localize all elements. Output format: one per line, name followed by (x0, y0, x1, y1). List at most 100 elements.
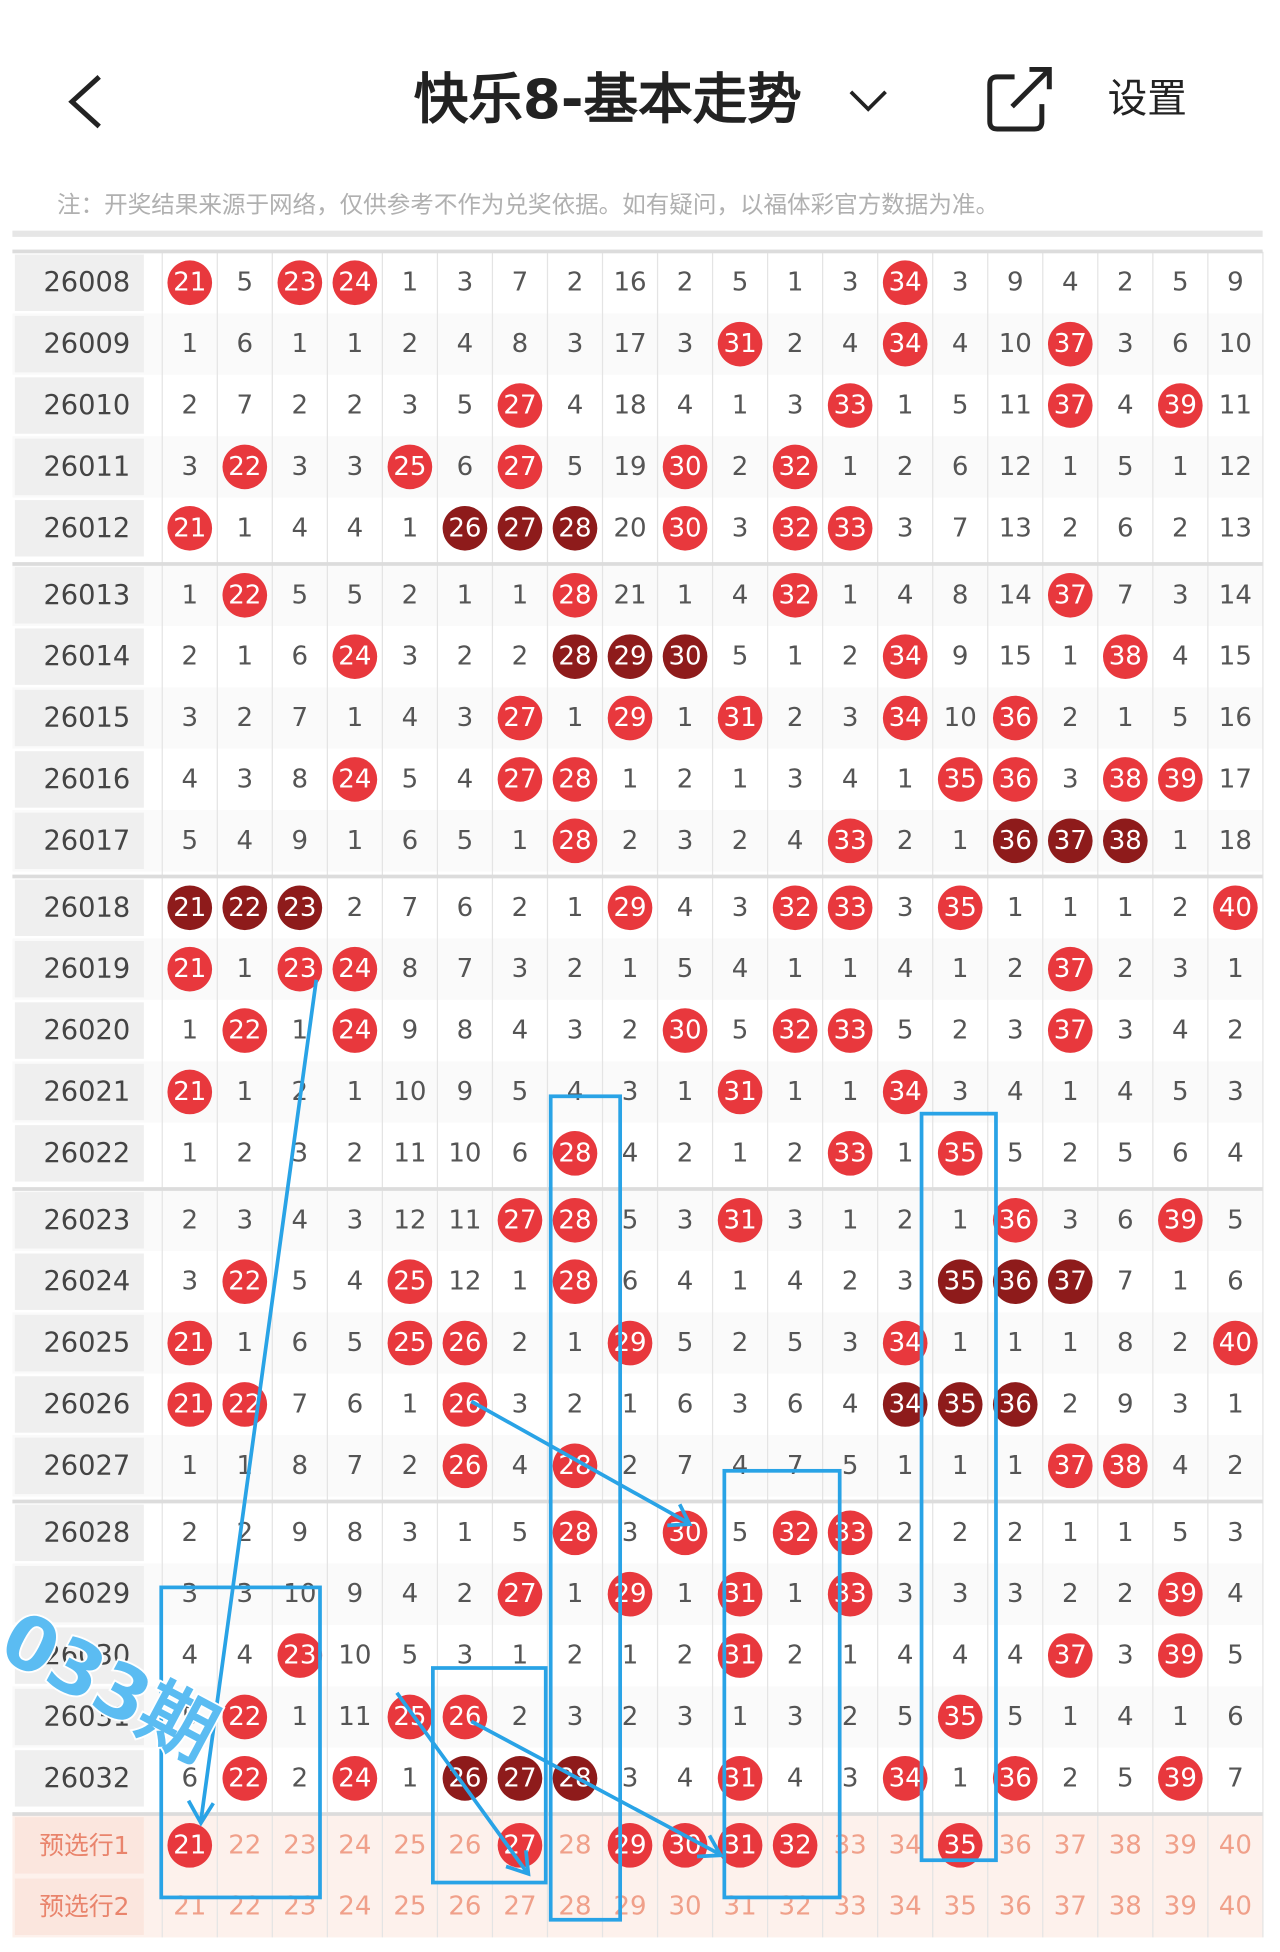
arrow (470, 1399, 693, 1528)
omission-number: 4 (181, 1641, 198, 1671)
title-dropdown[interactable] (849, 90, 887, 112)
omission-number: 19 (613, 452, 646, 482)
page-title[interactable]: 快乐8-基本走势 (414, 67, 802, 131)
omission-number: 1 (732, 764, 749, 794)
omission-number: 3 (402, 391, 419, 421)
omission-number: 2 (677, 1138, 694, 1168)
omission-number: 1 (787, 1579, 804, 1609)
omission-number: 8 (347, 1518, 364, 1548)
number-ball (222, 444, 268, 490)
period-label: 26015 (43, 703, 130, 734)
period-label: 26026 (43, 1389, 130, 1420)
ball-number: 34 (889, 1077, 922, 1107)
omission-number: 5 (897, 1016, 914, 1046)
number-ball (167, 1382, 213, 1427)
back-button[interactable] (68, 75, 101, 129)
number-ball (772, 1510, 818, 1556)
ball-number: 38 (1109, 764, 1142, 794)
omission-number: 7 (292, 1389, 309, 1419)
period-label: 26022 (43, 1138, 130, 1169)
ball-number: 39 (1164, 1579, 1197, 1609)
omission-number: 4 (677, 893, 694, 923)
omission-number: 2 (622, 1451, 639, 1481)
omission-number: 1 (347, 826, 364, 856)
number-ball (1047, 946, 1093, 992)
ball-number: 30 (668, 513, 701, 543)
ball-number: 29 (613, 893, 646, 923)
omission-number: 1 (622, 764, 639, 794)
number-ball (882, 695, 928, 741)
omission-number: 1 (1172, 452, 1189, 482)
row-background (12, 1502, 1263, 1564)
omission-number: 38 (1109, 1830, 1142, 1860)
ball-number: 31 (724, 329, 757, 359)
number-ball (772, 505, 818, 551)
number-ball (662, 634, 708, 679)
settings-button[interactable]: 设置 (1108, 76, 1187, 122)
number-ball (717, 1823, 763, 1868)
omission-number: 3 (457, 703, 474, 733)
omission-number: 21 (613, 580, 646, 610)
omission-number: 2 (402, 580, 419, 610)
omission-number: 2 (787, 703, 804, 733)
omission-number: 7 (512, 268, 529, 298)
omission-number: 1 (842, 1077, 859, 1107)
omission-number: 1 (1007, 1328, 1024, 1358)
omission-number: 3 (567, 329, 584, 359)
number-ball (827, 383, 873, 428)
preselect-label: 预选行2 (39, 1892, 129, 1921)
omission-number: 4 (457, 329, 474, 359)
omission-number: 2 (1062, 1389, 1079, 1419)
omission-number: 5 (1227, 1641, 1244, 1671)
number-ball (332, 260, 378, 306)
number-ball (1047, 1008, 1093, 1053)
ball-number: 33 (834, 1016, 867, 1046)
ball-number: 23 (283, 893, 316, 923)
omission-number: 4 (787, 1267, 804, 1297)
ball-number: 27 (503, 391, 536, 421)
ball-number: 27 (503, 703, 536, 733)
ball-number: 32 (779, 893, 812, 923)
share-button[interactable] (987, 66, 1052, 132)
number-ball (277, 885, 323, 931)
row-background (12, 1122, 1263, 1185)
omission-number: 1 (677, 703, 694, 733)
omission-number: 4 (237, 1641, 254, 1671)
omission-number: 3 (181, 1579, 198, 1609)
omission-number: 4 (237, 826, 254, 856)
group-separator (12, 874, 1263, 879)
number-ball (937, 885, 983, 931)
omission-number: 1 (292, 1016, 309, 1046)
omission-number: 7 (347, 1451, 364, 1481)
number-ball (1213, 885, 1258, 931)
ball-number: 33 (834, 391, 867, 421)
omission-number: 3 (512, 954, 529, 984)
omission-number: 2 (732, 1328, 749, 1358)
period-cell (14, 1750, 144, 1807)
number-ball (222, 572, 268, 618)
omission-number: 1 (1007, 1451, 1024, 1481)
number-ball (717, 695, 763, 741)
number-ball (222, 1694, 268, 1740)
period-cell (14, 628, 144, 685)
omission-number: 3 (842, 703, 859, 733)
number-ball (827, 1131, 873, 1176)
omission-number: 2 (181, 391, 198, 421)
omission-number: 1 (1172, 826, 1189, 856)
omission-number: 1 (237, 1328, 254, 1358)
omission-number: 3 (1227, 1077, 1244, 1107)
number-ball (277, 946, 323, 992)
number-ball (552, 757, 598, 802)
omission-number: 4 (732, 580, 749, 610)
omission-number: 4 (512, 1016, 529, 1046)
ball-number: 36 (999, 826, 1032, 856)
ball-number: 21 (173, 1389, 206, 1419)
ball-number: 24 (338, 1016, 371, 1046)
number-ball (332, 1756, 378, 1801)
omission-number: 17 (613, 329, 646, 359)
period-label: 26025 (43, 1328, 130, 1359)
number-ball (882, 1382, 928, 1427)
omission-number: 2 (677, 1641, 694, 1671)
omission-number: 1 (952, 954, 969, 984)
omission-number: 3 (622, 1518, 639, 1548)
